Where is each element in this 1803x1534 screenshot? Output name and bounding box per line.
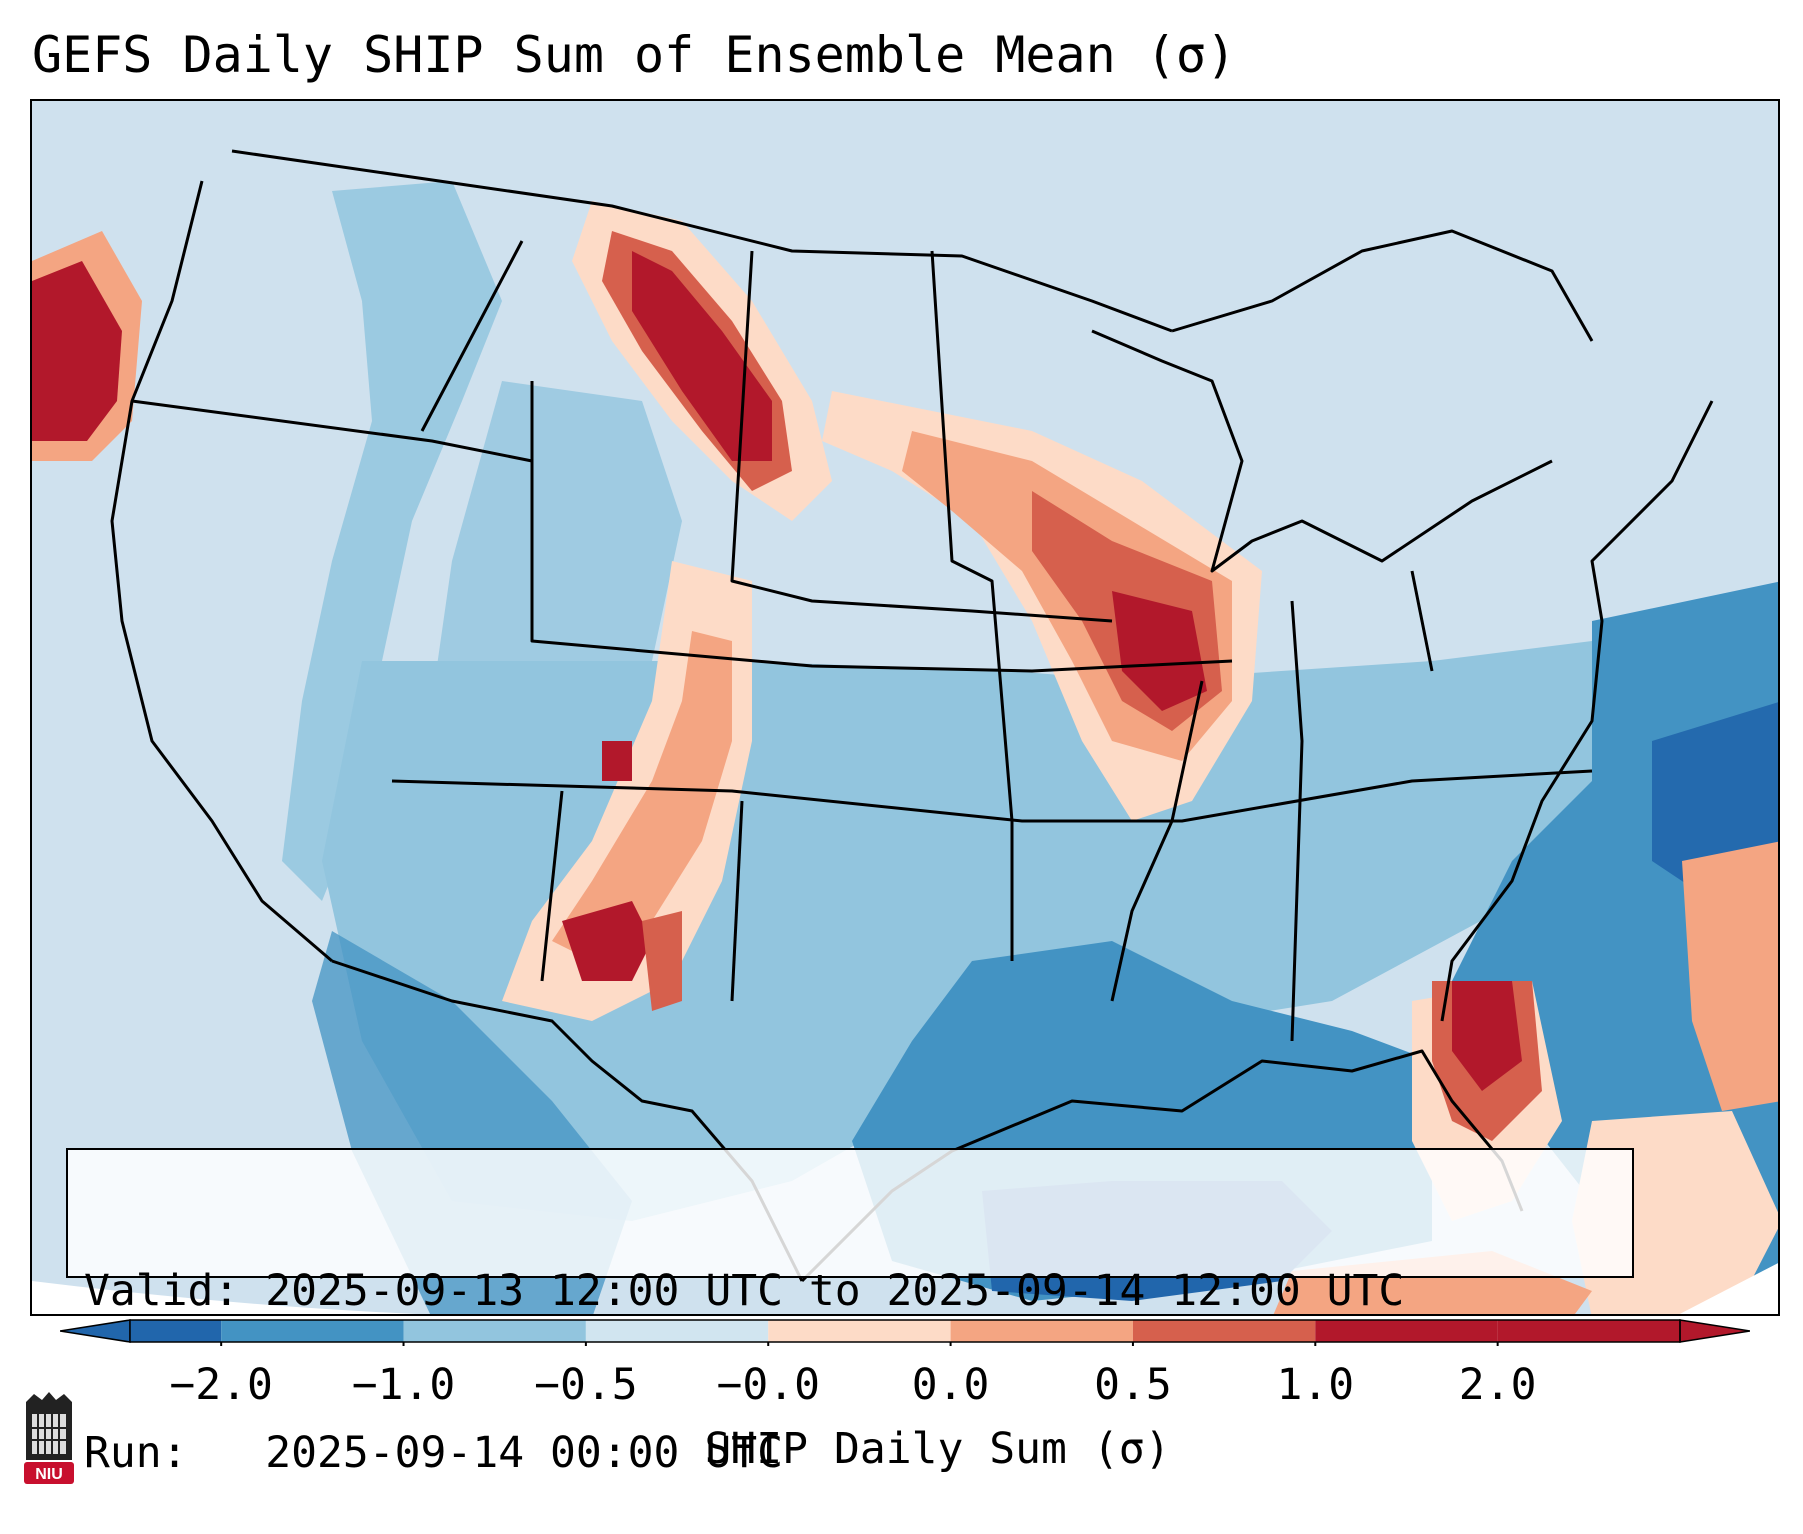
interior-line-8 <box>730 800 744 1002</box>
interior-line-11 <box>1410 570 1434 672</box>
run-time-line: Run: 2025-09-14 00:00 UTC <box>84 1428 783 1478</box>
colorbar-tick-label: 2.0 <box>1458 1360 1537 1410</box>
interior-line-6 <box>391 769 1593 823</box>
state-boundaries <box>110 149 1714 1283</box>
canada-interior <box>1171 229 1594 342</box>
anomaly-region-atlantic-warm <box>1682 841 1778 1111</box>
anomaly-region-midwest-core-b <box>1112 591 1207 711</box>
anomaly-region-southwest-core-a <box>562 901 652 981</box>
colorbar-bin <box>221 1320 404 1342</box>
colorbar <box>60 1319 1750 1346</box>
anomaly-region-west-mottle <box>282 181 502 901</box>
colorbar-bin <box>585 1320 769 1342</box>
logo-text: NIU <box>35 1466 63 1483</box>
valid-run-info-box: Valid: 2025-09-13 12:00 UTC to 2025-09-1… <box>66 1148 1634 1478</box>
colorbar-tick-label: −0.5 <box>534 1360 638 1410</box>
anomaly-region-northern-plains-core <box>632 251 772 461</box>
anomaly-region-southwest-core-b <box>602 741 632 781</box>
interior-line-1 <box>131 399 533 463</box>
colorbar-tick-label: −0.0 <box>716 1360 821 1410</box>
colorbar-bin <box>1497 1320 1680 1342</box>
interior-line-5 <box>930 250 1014 961</box>
colorbar-extension-low <box>60 1319 131 1343</box>
interior-line-9 <box>1110 680 1204 1002</box>
anomaly-region-florida-core <box>1452 981 1522 1091</box>
great-lakes-outline <box>1091 329 1553 573</box>
colorbar-bin <box>950 1320 1133 1342</box>
colorbar-bin <box>1132 1320 1316 1342</box>
canada-us-border <box>231 149 1173 333</box>
colorbar-title: SHIP Daily Sum (σ) <box>704 1424 1171 1474</box>
valid-time-line: Valid: 2025-09-13 12:00 UTC to 2025-09-1… <box>84 1266 1405 1316</box>
colorbar-tick-label: −2.0 <box>169 1360 273 1410</box>
interior-line-3 <box>530 381 1233 673</box>
colorbar-extension-high <box>1679 1319 1750 1343</box>
colorbar-bin <box>1315 1320 1498 1342</box>
interior-line-7 <box>540 790 564 982</box>
colorbar-bin <box>403 1320 586 1342</box>
map-panel <box>30 99 1780 1316</box>
colorbar-tick-label: 0.5 <box>1094 1360 1172 1410</box>
interior-line-4 <box>730 250 1113 623</box>
anomaly-region-southwest-core-c <box>642 911 682 1011</box>
projection-edge-southwest <box>32 1281 417 1314</box>
map-canvas <box>32 149 1778 1314</box>
anomaly-region-southwest-mid <box>552 631 732 961</box>
east-coast <box>1440 400 1714 1022</box>
interior-line-2 <box>420 240 524 432</box>
colorbar-outline <box>129 1319 1681 1343</box>
west-coast-outline <box>110 180 333 963</box>
colorbar-tick-label: 1.0 <box>1276 1360 1355 1410</box>
colorbar-tick-label: 0.0 <box>911 1360 990 1410</box>
colorbar-bin <box>768 1320 951 1342</box>
anomaly-field <box>32 181 1778 1314</box>
projection-edge-southeast <box>1679 1263 1778 1314</box>
anomaly-region-pacific-core <box>32 261 122 441</box>
colorbar-bin <box>130 1320 222 1342</box>
chart-title: GEFS Daily SHIP Sum of Ensemble Mean (σ) <box>32 26 1237 84</box>
niu-logo: NIU <box>24 1392 74 1484</box>
colorbar-tick-label: −1.0 <box>351 1360 456 1410</box>
interior-line-10 <box>1290 600 1304 1042</box>
